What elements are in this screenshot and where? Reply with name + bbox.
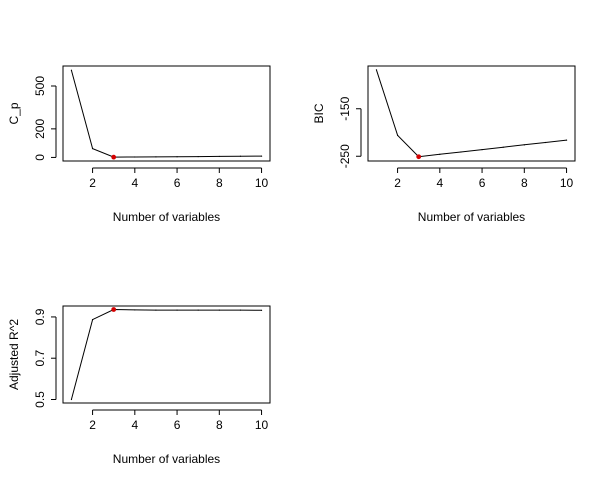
y-tick-label: 500: [33, 76, 47, 96]
series-line: [70, 308, 262, 400]
data-point: [197, 155, 199, 158]
y-tick-label: 0.9: [33, 308, 47, 325]
data-point: [260, 155, 263, 157]
y-tick-label: 200: [33, 119, 47, 139]
data-point: [375, 69, 378, 71]
data-point: [396, 134, 399, 136]
x-tick-label: 10: [560, 176, 574, 190]
x-tick-label: 2: [89, 418, 96, 432]
data-point: [155, 156, 157, 158]
x-tick-label: 10: [255, 176, 269, 190]
plot-frame: [62, 305, 271, 404]
x-tick-label: 8: [521, 176, 528, 190]
data-point: [239, 155, 242, 157]
data-point: [197, 309, 199, 311]
data-point: [260, 309, 263, 311]
x-tick-label: 2: [394, 176, 401, 190]
data-point: [239, 309, 242, 311]
data-point: [523, 144, 525, 146]
data-point: [481, 149, 483, 151]
data-point: [176, 309, 178, 311]
x-tick-label: 4: [131, 176, 138, 190]
x-tick-label: 8: [216, 176, 223, 190]
chart-panel-r2: 2 4 6 8 10 Number of variables 0.5 0.7 0.9 Adjust…: [7, 305, 271, 466]
optimum-point-marker: [416, 154, 422, 160]
x-axis-title: Number of variables: [418, 210, 525, 224]
x-axis-title: Number of variables: [113, 452, 220, 466]
data-point: [155, 309, 157, 311]
chart-panel-bic: 2 4 6 8 10 Number of variables -250 -150 BIC: [312, 65, 576, 224]
data-point: [565, 139, 568, 141]
data-point: [176, 156, 178, 158]
x-tick-label: 6: [174, 176, 181, 190]
x-tick-label: 10: [255, 418, 269, 432]
x-tick-label: 2: [89, 176, 96, 190]
x-tick-label: 6: [174, 418, 181, 432]
data-point: [502, 146, 504, 148]
plot-frame: [62, 65, 271, 162]
data-point: [218, 155, 220, 158]
data-point: [91, 319, 94, 321]
chart-panel-cp: 2 4 6 8 10 Number of variables 0 200 500 C_p: [7, 65, 271, 224]
data-point: [218, 309, 220, 311]
y-axis-title: Adjusted R^2: [7, 319, 21, 390]
x-tick-label: 8: [216, 418, 223, 432]
data-point: [460, 151, 462, 153]
plot-frame: [367, 65, 576, 162]
y-tick-label: 0.7: [33, 350, 47, 367]
x-tick-label: 6: [479, 176, 486, 190]
y-tick-label: 0: [33, 154, 47, 161]
data-point: [70, 398, 73, 401]
y-tick-label: 0.5: [33, 391, 47, 408]
y-tick-label: -250: [338, 144, 352, 168]
data-point: [134, 156, 136, 158]
x-tick-label: 4: [131, 418, 138, 432]
data-point: [544, 141, 547, 144]
optimum-point-marker: [111, 307, 117, 312]
data-point: [439, 153, 441, 155]
data-point: [91, 147, 94, 150]
series-line: [70, 70, 262, 158]
y-tick-label: -150: [338, 96, 352, 120]
y-axis-title: BIC: [312, 103, 326, 123]
y-axis-title: C_p: [7, 102, 21, 124]
data-point: [134, 309, 136, 311]
optimum-point-marker: [111, 154, 117, 160]
series-line: [375, 69, 567, 158]
x-axis-title: Number of variables: [113, 210, 220, 224]
data-point: [70, 69, 73, 71]
x-tick-label: 4: [436, 176, 443, 190]
